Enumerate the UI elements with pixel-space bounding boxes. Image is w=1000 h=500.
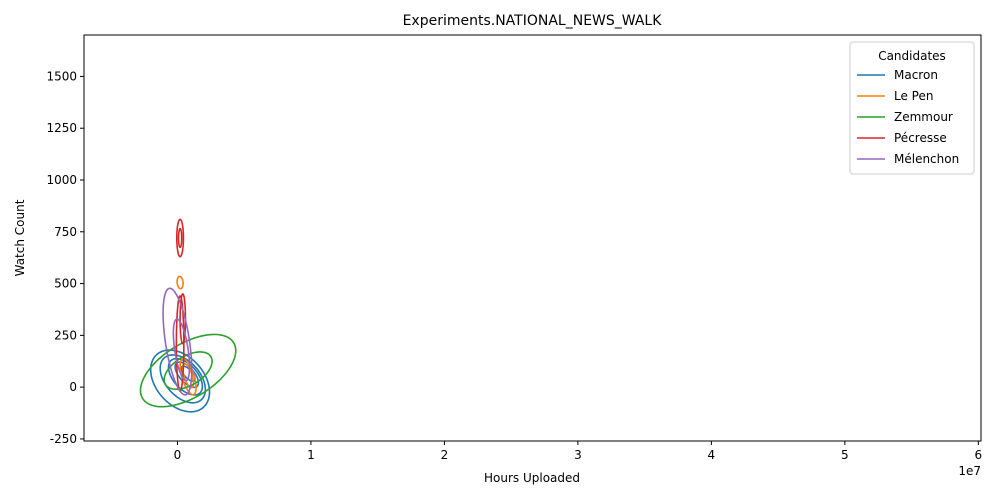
contour-line (182, 363, 195, 389)
contour-line (175, 218, 185, 258)
x-tick-label: 4 (708, 448, 716, 462)
x-tick-label: 5 (841, 448, 849, 462)
contour-line (179, 293, 187, 345)
y-tick-label: 500 (54, 277, 77, 291)
plot-frame (83, 34, 982, 442)
contour-line (177, 227, 183, 249)
legend-items: Macron Le Pen Zemmour Pécresse Mélenchon (857, 68, 959, 166)
contour-line (175, 295, 185, 393)
legend-title: Candidates (878, 49, 946, 63)
x-axis-title: Hours Uploaded (484, 471, 580, 485)
x-tick-label: 3 (574, 448, 582, 462)
contour-line (172, 318, 191, 382)
legend-label: Mélenchon (894, 152, 959, 166)
legend-label: Zemmour (894, 110, 953, 124)
y-tick-label: 1000 (46, 173, 77, 187)
series-mélenchon (162, 287, 193, 396)
legend-label: Le Pen (894, 89, 933, 103)
x-tick-label: 6 (975, 448, 983, 462)
legend-label: Pécresse (894, 131, 947, 145)
series-pécresse (175, 218, 187, 393)
y-tick-label: 1500 (46, 69, 77, 83)
y-tick-label: -250 (50, 432, 77, 446)
x-axis: 0 1 2 3 4 5 6 (174, 441, 983, 462)
x-tick-label: 0 (174, 448, 182, 462)
legend: Candidates Macron Le Pen Zemmour Pécresse Mé… (849, 41, 975, 175)
y-tick-label: 250 (54, 328, 77, 342)
y-axis: -250 0 250 500 750 1000 1250 1500 (46, 69, 84, 446)
y-tick-label: 0 (69, 380, 77, 394)
series-zemmour (139, 333, 237, 408)
legend-label: Macron (894, 68, 938, 82)
y-axis-title: Watch Count (13, 199, 27, 276)
x-tick-label: 2 (441, 448, 449, 462)
x-axis-offset-label: 1e7 (958, 464, 981, 478)
plot-area (139, 218, 237, 413)
chart-title: Experiments.NATIONAL_NEWS_WALK (403, 13, 663, 29)
contour-line (163, 351, 213, 391)
x-tick-label: 1 (307, 448, 315, 462)
y-tick-label: 750 (54, 225, 77, 239)
contour-line (162, 287, 193, 396)
y-tick-label: 1250 (46, 121, 77, 135)
contour-line (176, 275, 184, 290)
contour-line (139, 333, 237, 408)
